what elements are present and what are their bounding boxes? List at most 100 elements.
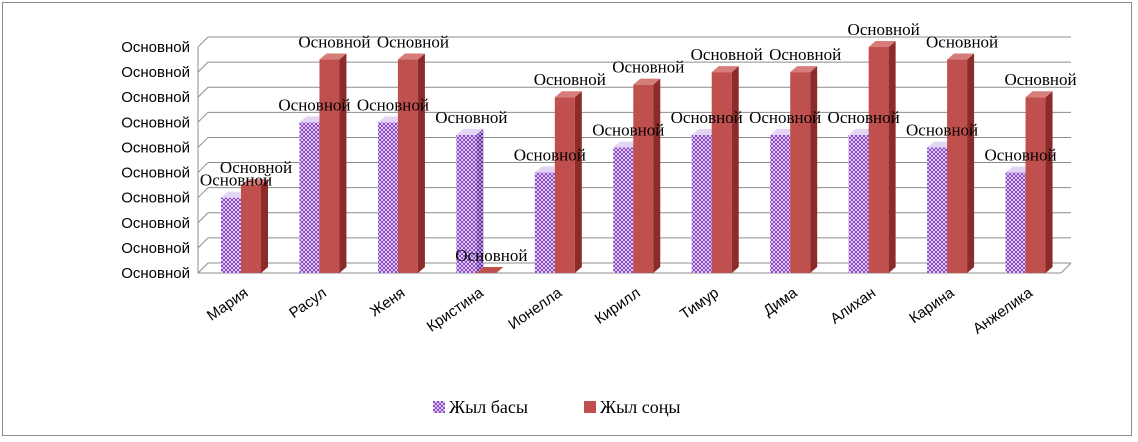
data-label-series-2: Основной bbox=[848, 20, 920, 39]
bar-series-2 bbox=[476, 267, 504, 273]
x-category-label: Дима bbox=[760, 284, 801, 320]
bar-series-1 bbox=[456, 128, 484, 273]
data-label-series-1: Основной bbox=[592, 120, 664, 139]
y-tick-label: Основной bbox=[121, 89, 190, 106]
data-label-series-1: Основной bbox=[278, 95, 350, 114]
gridline-depth bbox=[197, 187, 209, 199]
bar-series-2-top bbox=[633, 78, 661, 85]
bar-series-2-top bbox=[790, 66, 818, 73]
y-tick-label: Основной bbox=[121, 139, 190, 156]
bar-series-2-top bbox=[1025, 91, 1053, 98]
y-tick-label: Основной bbox=[121, 39, 190, 56]
legend-label-series-2: Жыл соңы bbox=[600, 397, 680, 417]
data-label-series-1: Основной bbox=[984, 146, 1056, 165]
x-category-label: Расул bbox=[286, 284, 330, 322]
bar-series-1-front bbox=[534, 172, 555, 273]
bar-series-2-top bbox=[476, 267, 504, 273]
y-tick-label: Основной bbox=[121, 215, 190, 232]
data-label-series-2: Основной bbox=[298, 33, 370, 52]
gridline-depth bbox=[197, 137, 209, 148]
bar-series-2-top bbox=[947, 53, 975, 60]
bar-series-2 bbox=[947, 53, 975, 273]
bar-series-1-front bbox=[221, 197, 241, 273]
gridline-depth bbox=[197, 36, 209, 48]
bar-series-2 bbox=[397, 53, 425, 273]
bar-series-1-front bbox=[377, 122, 398, 273]
y-tick-label: Основной bbox=[121, 190, 190, 207]
y-tick-label: Основной bbox=[121, 240, 190, 257]
bar-series-2-side bbox=[810, 66, 818, 273]
data-label-series-2: Основной bbox=[691, 45, 763, 64]
x-category-label: Анжелика bbox=[970, 284, 1036, 338]
bar-series-2-front bbox=[947, 59, 968, 273]
data-label-series-1: Основной bbox=[357, 95, 429, 114]
data-label-series-1: Основной bbox=[435, 108, 507, 127]
x-category-label: Ионелла bbox=[505, 284, 565, 333]
data-label-series-1: Основной bbox=[514, 146, 586, 165]
bar-chart: Основной Основной Основной Основной Основной… bbox=[121, 20, 1077, 417]
bar-series-2-front bbox=[319, 59, 340, 273]
bar-series-2-top bbox=[319, 53, 347, 60]
x-category-label: Женя bbox=[367, 284, 408, 320]
data-label-series-2: Основной bbox=[769, 45, 841, 64]
gridline-depth bbox=[197, 61, 209, 73]
bar-series-2-side bbox=[653, 78, 661, 274]
bar-series-2-front bbox=[397, 59, 418, 273]
bar-series-2-front bbox=[554, 97, 575, 273]
bar-series-2-front bbox=[633, 84, 654, 274]
bar-series-2-side bbox=[417, 53, 425, 273]
data-labels: ОсновнойОсновнойОсновнойОсновнойОсновной… bbox=[200, 20, 1077, 265]
bar-series-2-front bbox=[711, 72, 732, 273]
bar-series-1-front bbox=[848, 134, 869, 273]
legend-swatch-series-2 bbox=[584, 401, 596, 413]
bar-series-2-front bbox=[241, 185, 261, 273]
y-tick-label: Основной bbox=[121, 165, 190, 182]
bar-series-1-side bbox=[476, 128, 484, 273]
x-category-label: Тимур bbox=[677, 284, 722, 323]
bar-series-2-top bbox=[711, 66, 739, 73]
bar-series-2 bbox=[633, 78, 661, 274]
data-label-series-1: Основной bbox=[671, 108, 743, 127]
bar-series-2-side bbox=[967, 53, 975, 273]
bar-series-1-front bbox=[691, 134, 712, 273]
bar-series-1-front bbox=[299, 122, 320, 273]
gridline-depth bbox=[197, 86, 209, 98]
bar-series-1-front bbox=[770, 134, 791, 273]
bar-series-2-top bbox=[397, 53, 425, 60]
bar-series-1-top bbox=[456, 128, 484, 135]
data-label-series-2: Основной bbox=[534, 70, 606, 89]
bar-series-2-side bbox=[1045, 91, 1053, 273]
bar-series-2 bbox=[319, 53, 347, 273]
y-tick-label: Основной bbox=[121, 64, 190, 81]
gridline-depth bbox=[197, 262, 209, 274]
bar-series-2-top bbox=[868, 41, 896, 47]
data-label-series-1: Основной bbox=[828, 108, 900, 127]
y-tick-label: Основной bbox=[121, 114, 190, 131]
bar-series-2 bbox=[554, 91, 582, 273]
legend: Жыл басы Жыл соңы bbox=[433, 397, 680, 417]
bar-series-2-side bbox=[261, 179, 268, 273]
chart-area: Основной Основной Основной Основной Основной… bbox=[2, 2, 1132, 436]
x-category-label: Алихан bbox=[827, 284, 879, 327]
gridline-depth bbox=[197, 237, 209, 249]
floor-edge bbox=[1060, 262, 1072, 274]
data-label-series-1: Основной bbox=[906, 120, 978, 139]
bar-series-1-front bbox=[927, 147, 948, 273]
bar-series-2 bbox=[241, 179, 268, 273]
gridline-depth bbox=[197, 162, 209, 173]
bar-series-2-side bbox=[888, 41, 896, 273]
data-label-series-2: Основной bbox=[926, 33, 998, 52]
x-category-label: Кристина bbox=[424, 284, 487, 335]
bar-series-1-front bbox=[456, 134, 477, 273]
data-label-series-2: Основной bbox=[612, 58, 684, 77]
bars bbox=[221, 41, 1053, 274]
legend-label-series-1: Жыл басы bbox=[449, 397, 528, 417]
data-label-series-1: Основной bbox=[200, 171, 272, 190]
data-label-series-2: Основной bbox=[1004, 70, 1076, 89]
bar-series-2 bbox=[868, 41, 896, 273]
bar-series-2-side bbox=[731, 66, 739, 273]
bar-series-2-front bbox=[868, 47, 889, 273]
data-label-series-2: Основной bbox=[220, 158, 292, 177]
data-label-series-2: Основной bbox=[377, 33, 449, 52]
x-axis-category-labels: Мария Расул Женя Кристина Ионелла Кирилл Тимур… bbox=[204, 284, 1036, 338]
